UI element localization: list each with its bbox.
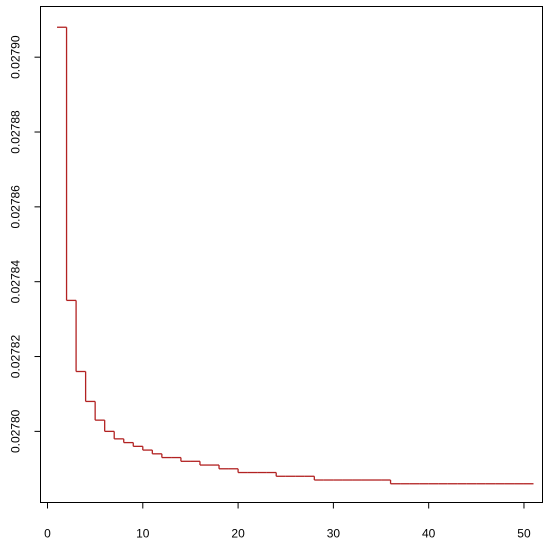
x-tick-label: 40	[422, 527, 436, 541]
y-tick-label: 0.02782	[9, 335, 23, 379]
y-tick-label: 0.02786	[9, 185, 23, 229]
x-tick-label: 20	[231, 527, 245, 541]
x-tick-label: 0	[44, 527, 51, 541]
data-series	[57, 26, 534, 485]
y-tick-label: 0.02784	[9, 260, 23, 304]
x-tick-label: 30	[327, 527, 341, 541]
y-axis: 0.02780 0.02782 0.02784 0.02786 0.02788 0.027…	[9, 35, 41, 453]
x-tick-label: 10	[136, 527, 150, 541]
x-tick-label: 50	[517, 527, 531, 541]
y-tick-label: 0.02788	[9, 110, 23, 154]
y-tick-label: 0.02780	[9, 409, 23, 453]
plot-frame	[40, 6, 543, 503]
x-axis: 0 10 20 30 40 50	[44, 502, 531, 541]
y-tick-label: 0.02790	[9, 35, 23, 79]
